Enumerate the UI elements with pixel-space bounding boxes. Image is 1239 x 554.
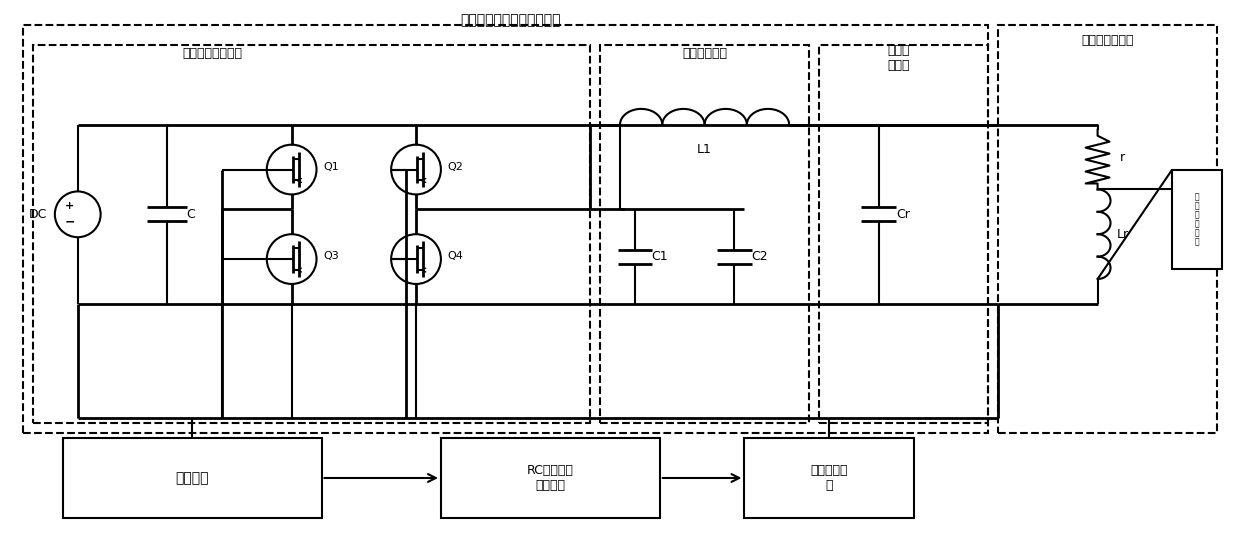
Text: C2: C2 bbox=[751, 250, 768, 263]
Text: 阻抗匹配网络: 阻抗匹配网络 bbox=[683, 47, 727, 60]
Text: 高压隔离模
块: 高压隔离模 块 bbox=[810, 464, 847, 492]
Text: 主控制器: 主控制器 bbox=[176, 471, 209, 485]
Text: 配电容: 配电容 bbox=[887, 59, 909, 71]
Bar bbox=[999, 25, 1217, 433]
Text: −: − bbox=[64, 216, 76, 229]
Text: 静态匹: 静态匹 bbox=[887, 44, 909, 57]
Text: RC回波信号
滤波电路: RC回波信号 滤波电路 bbox=[527, 464, 574, 492]
Text: L1: L1 bbox=[698, 143, 712, 156]
Bar bbox=[819, 45, 989, 423]
Text: Q1: Q1 bbox=[323, 162, 339, 172]
Text: 偏
置
磁
铁
线
圈: 偏 置 磁 铁 线 圈 bbox=[1194, 192, 1199, 247]
Text: C1: C1 bbox=[652, 250, 668, 263]
Bar bbox=[600, 45, 809, 423]
Text: DC: DC bbox=[28, 208, 47, 221]
Bar bbox=[63, 438, 321, 518]
Text: C: C bbox=[186, 208, 195, 221]
Text: Lr: Lr bbox=[1116, 228, 1129, 241]
Text: 高频逆变驱动电路: 高频逆变驱动电路 bbox=[182, 47, 242, 60]
Text: Q4: Q4 bbox=[447, 251, 463, 261]
Text: r: r bbox=[1120, 151, 1125, 163]
Bar bbox=[745, 438, 913, 518]
Bar bbox=[1172, 170, 1222, 269]
Bar bbox=[33, 45, 590, 423]
Text: Cr: Cr bbox=[897, 208, 911, 221]
Text: Q2: Q2 bbox=[447, 162, 463, 172]
Text: +: + bbox=[66, 201, 74, 212]
Text: 带偏置磁场线圈: 带偏置磁场线圈 bbox=[1082, 34, 1134, 47]
Text: Q3: Q3 bbox=[323, 251, 339, 261]
Text: 高频功率振荡信号输出电路: 高频功率振荡信号输出电路 bbox=[461, 13, 561, 27]
Bar bbox=[24, 25, 989, 433]
Bar bbox=[441, 438, 660, 518]
